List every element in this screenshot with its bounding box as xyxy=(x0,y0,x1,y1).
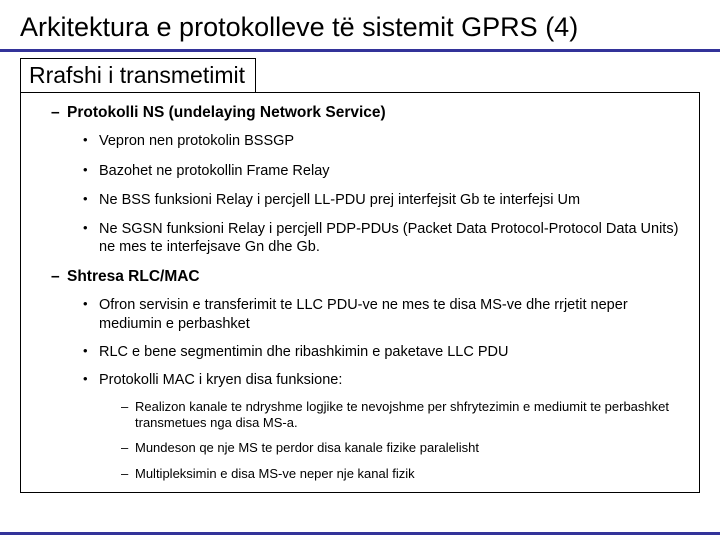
dash-bullet: – xyxy=(121,466,135,482)
dot-bullet: • xyxy=(83,343,99,359)
sub-bullet-item: – Multipleksimin e disa MS-ve neper nje … xyxy=(121,466,685,482)
dot-bullet: • xyxy=(83,191,99,207)
title-underline xyxy=(0,49,720,52)
dot-bullet: • xyxy=(83,220,99,236)
sub-bullet-item: – Realizon kanale te ndryshme logjike te… xyxy=(121,399,685,432)
sub-bullet-text: Multipleksimin e disa MS-ve neper nje ka… xyxy=(135,466,685,482)
bullet-item: • Ne BSS funksioni Relay i percjell LL-P… xyxy=(83,191,685,209)
bullet-text: Bazohet ne protokollin Frame Relay xyxy=(99,162,685,180)
sub-bullet-item: – Mundeson qe nje MS te perdor disa kana… xyxy=(121,440,685,456)
bullet-text: Protokolli MAC i kryen disa funksione: xyxy=(99,371,685,389)
bullet-text: Vepron nen protokolin BSSGP xyxy=(99,132,685,150)
bullet-item: • Protokolli MAC i kryen disa funksione: xyxy=(83,371,685,389)
subtitle-box: Rrafshi i transmetimit xyxy=(20,58,256,93)
bullet-item: • Ofron servisin e transferimit te LLC P… xyxy=(83,296,685,332)
bullet-item: • RLC e bene segmentimin dhe ribashkimin… xyxy=(83,343,685,361)
section-heading: – Shtresa RLC/MAC xyxy=(51,267,685,286)
bullet-text: RLC e bene segmentimin dhe ribashkimin e… xyxy=(99,343,685,361)
bullet-text: Ne SGSN funksioni Relay i percjell PDP-P… xyxy=(99,220,685,256)
bullet-text: Ne BSS funksioni Relay i percjell LL-PDU… xyxy=(99,191,685,209)
dash-bullet: – xyxy=(121,399,135,415)
dash-bullet: – xyxy=(51,267,67,286)
section-heading: – Protokolli NS (undelaying Network Serv… xyxy=(51,103,685,122)
heading-text: Shtresa RLC/MAC xyxy=(67,267,685,286)
dot-bullet: • xyxy=(83,162,99,178)
content-box: – Protokolli NS (undelaying Network Serv… xyxy=(20,92,700,493)
heading-text: Protokolli NS (undelaying Network Servic… xyxy=(67,103,685,122)
bullet-text: Ofron servisin e transferimit te LLC PDU… xyxy=(99,296,685,332)
sub-bullet-text: Realizon kanale te ndryshme logjike te n… xyxy=(135,399,685,432)
bullet-item: • Bazohet ne protokollin Frame Relay xyxy=(83,162,685,180)
bullet-item: • Ne SGSN funksioni Relay i percjell PDP… xyxy=(83,220,685,256)
slide-title: Arkitektura e protokolleve të sistemit G… xyxy=(20,12,700,49)
dot-bullet: • xyxy=(83,371,99,387)
dot-bullet: • xyxy=(83,132,99,148)
dash-bullet: – xyxy=(121,440,135,456)
slide: Arkitektura e protokolleve të sistemit G… xyxy=(0,0,720,540)
dash-bullet: – xyxy=(51,103,67,122)
sub-bullet-text: Mundeson qe nje MS te perdor disa kanale… xyxy=(135,440,685,456)
footer-underline xyxy=(0,532,720,535)
bullet-item: • Vepron nen protokolin BSSGP xyxy=(83,132,685,150)
dot-bullet: • xyxy=(83,296,99,312)
